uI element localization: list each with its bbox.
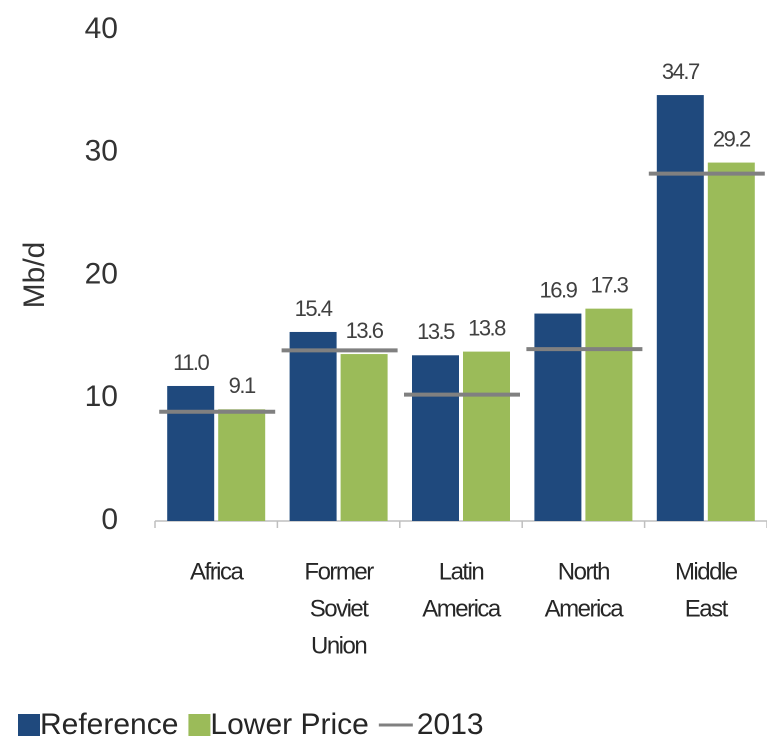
bar bbox=[167, 385, 215, 521]
x-tick-label: Africa bbox=[190, 558, 245, 585]
value-label: 29.2 bbox=[713, 126, 751, 151]
x-tick-label: America bbox=[422, 595, 502, 622]
x-tick-label: Middle bbox=[675, 558, 738, 585]
y-axis-label: Mb/d bbox=[18, 242, 51, 309]
x-tick-label: North bbox=[558, 558, 609, 585]
y-tick-label: 20 bbox=[85, 257, 118, 290]
legend-label: Lower Price bbox=[210, 708, 368, 741]
legend-label: 2013 bbox=[417, 708, 484, 741]
y-tick-label: 10 bbox=[85, 380, 118, 413]
y-tick-label: 40 bbox=[85, 12, 118, 45]
value-label: 13.6 bbox=[346, 318, 384, 343]
bar bbox=[289, 331, 337, 521]
bar bbox=[585, 308, 633, 521]
value-label: 17.3 bbox=[590, 272, 628, 297]
legend-label: Reference bbox=[40, 708, 178, 741]
bar bbox=[656, 95, 704, 522]
value-label: 15.4 bbox=[295, 296, 333, 321]
bar bbox=[412, 355, 459, 521]
value-label: 13.8 bbox=[468, 315, 506, 340]
bar bbox=[534, 313, 582, 521]
x-tick-label: Soviet bbox=[310, 595, 370, 622]
value-label: 11.0 bbox=[173, 350, 209, 375]
legend-swatch bbox=[188, 714, 211, 736]
value-label: 13.5 bbox=[417, 319, 455, 344]
bar bbox=[463, 351, 510, 521]
y-tick-label: 0 bbox=[101, 503, 118, 536]
x-tick-label: Former bbox=[304, 558, 374, 585]
x-tick-label: East bbox=[685, 595, 729, 622]
x-tick-label: Union bbox=[311, 632, 366, 659]
value-label: 9.1 bbox=[229, 373, 256, 398]
x-tick-label: Latin bbox=[439, 558, 484, 585]
x-tick-label: America bbox=[545, 595, 625, 622]
value-label: 16.9 bbox=[539, 277, 577, 302]
y-tick-label: 30 bbox=[85, 135, 118, 168]
bar bbox=[218, 409, 266, 521]
value-label: 34.7 bbox=[662, 59, 700, 84]
legend-swatch bbox=[18, 714, 40, 736]
bar bbox=[707, 162, 755, 521]
bar bbox=[340, 354, 388, 521]
